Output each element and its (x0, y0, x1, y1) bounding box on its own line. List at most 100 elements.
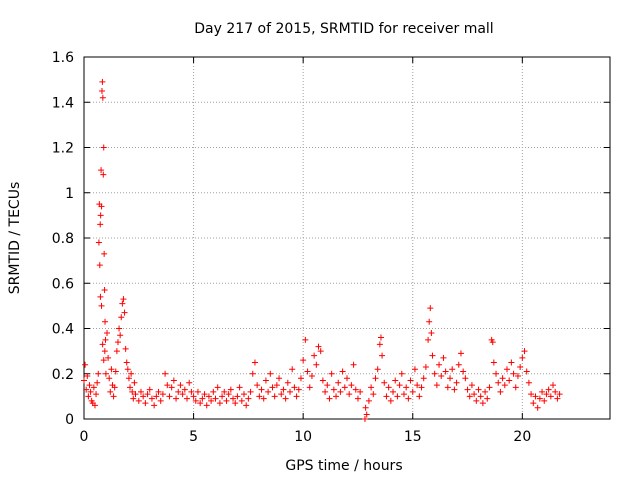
data-point (383, 393, 390, 400)
data-point (110, 393, 117, 400)
data-point (104, 330, 111, 337)
data-point (129, 388, 136, 395)
data-point (155, 388, 162, 395)
data-point (212, 395, 219, 402)
data-point (451, 386, 458, 393)
data-point (102, 336, 109, 343)
data-point (144, 391, 151, 398)
data-point (534, 404, 541, 411)
data-point (236, 384, 243, 391)
data-point (142, 400, 149, 407)
data-point (302, 336, 309, 343)
data-point (170, 377, 177, 384)
data-point (440, 354, 447, 361)
data-point (444, 384, 451, 391)
data-point (86, 382, 93, 389)
data-point (208, 397, 215, 404)
data-point (370, 391, 377, 398)
data-point (179, 391, 186, 398)
data-point (506, 377, 513, 384)
data-point (449, 366, 456, 373)
data-point (265, 388, 272, 395)
data-point (153, 393, 160, 400)
data-point (203, 402, 210, 409)
data-point (556, 391, 563, 398)
data-point (365, 397, 372, 404)
data-point (552, 388, 559, 395)
data-point (462, 375, 469, 382)
data-point (372, 375, 379, 382)
data-point (357, 388, 364, 395)
data-point (98, 87, 105, 94)
data-point (333, 393, 340, 400)
data-point (519, 354, 526, 361)
data-point (135, 397, 142, 404)
data-point (98, 203, 105, 210)
data-point (319, 377, 326, 384)
data-point (97, 293, 104, 300)
data-point (101, 348, 108, 355)
data-point (512, 384, 519, 391)
data-point (125, 375, 132, 382)
data-point (91, 402, 98, 409)
data-point (543, 391, 550, 398)
data-point (181, 386, 188, 393)
data-point (232, 400, 239, 407)
data-point (390, 388, 397, 395)
data-point (300, 357, 307, 364)
data-point (403, 384, 410, 391)
x-tick-label: 20 (513, 429, 531, 445)
data-point (190, 393, 197, 400)
data-point (177, 382, 184, 389)
data-point (201, 391, 208, 398)
data-point (438, 373, 445, 380)
y-tick-label: 0.8 (52, 231, 74, 247)
axis-ticks: 0 0.2 0.4 0.6 0.8 1 1.2 1.4 1.6 0 5 10 15 20 (52, 50, 610, 445)
data-point (377, 334, 384, 341)
data-point (197, 400, 204, 407)
y-tick-label: 0.2 (52, 367, 74, 383)
data-point (362, 404, 369, 411)
data-point (392, 377, 399, 384)
data-point (240, 391, 247, 398)
data-point (460, 368, 467, 375)
data-point (119, 300, 126, 307)
data-point (328, 370, 335, 377)
data-point (146, 386, 153, 393)
data-point (416, 393, 423, 400)
data-point (477, 393, 484, 400)
data-point (475, 386, 482, 393)
data-point (280, 386, 287, 393)
data-point (199, 395, 206, 402)
data-point (175, 388, 182, 395)
data-point (192, 397, 199, 404)
data-point (173, 395, 180, 402)
data-point (550, 382, 557, 389)
data-point (503, 366, 510, 373)
data-point (94, 379, 101, 386)
x-tick-label: 5 (189, 429, 198, 445)
data-point (464, 386, 471, 393)
data-point (113, 348, 120, 355)
x-axis-label: GPS time / hours (285, 458, 402, 474)
data-point (414, 382, 421, 389)
data-point (311, 352, 318, 359)
data-point (490, 359, 497, 366)
data-point (121, 309, 128, 316)
data-point (514, 373, 521, 380)
data-point (247, 388, 254, 395)
data-point (96, 262, 103, 269)
data-point (508, 359, 515, 366)
data-point (262, 377, 269, 384)
y-tick-label: 0 (65, 412, 74, 428)
data-point (291, 384, 298, 391)
data-point (396, 382, 403, 389)
data-point (124, 366, 131, 373)
data-point (479, 400, 486, 407)
data-point (99, 78, 106, 85)
data-point (344, 375, 350, 382)
data-point (510, 370, 517, 377)
data-point (151, 402, 158, 409)
data-point (442, 368, 449, 375)
